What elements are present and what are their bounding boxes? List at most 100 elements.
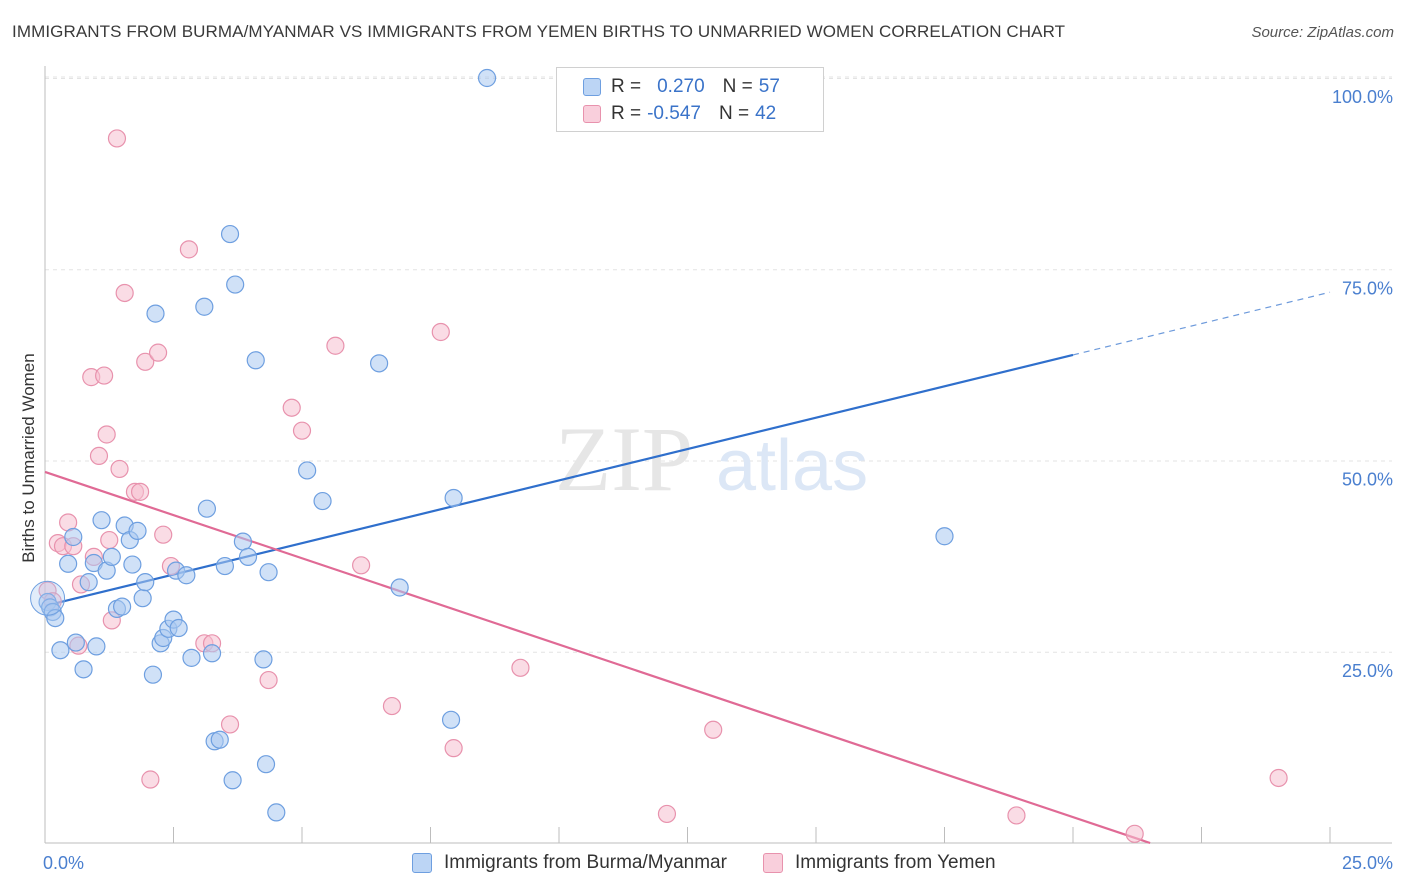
legend-n-value: 42 [755, 103, 777, 124]
burma-point [102, 547, 121, 566]
burma-point [477, 68, 497, 88]
burma-point [298, 461, 317, 480]
yemen-point [511, 658, 530, 677]
burma-point [112, 597, 132, 616]
legend-swatch-blue [583, 78, 601, 96]
burma-point [74, 660, 93, 679]
burma-point [267, 803, 286, 822]
burma-point [64, 527, 83, 547]
burma-point [259, 563, 278, 582]
yemen-point [100, 530, 119, 550]
burma-point [133, 589, 152, 608]
legend-n-label: N = [722, 76, 753, 97]
burma-point [79, 573, 98, 592]
series-legend: Immigrants from Burma/Myanmar Immigrants… [412, 852, 1032, 874]
yemen-point [444, 739, 463, 758]
yemen-point [97, 425, 116, 444]
burma-trend-line [44, 353, 1074, 607]
y-axis-label: Births to Unmarried Women [19, 353, 38, 562]
yemen-point [292, 421, 312, 440]
legend-r-value: -0.547 [647, 103, 701, 124]
burma-point [46, 608, 65, 628]
burma-point [182, 648, 201, 667]
yemen-point [352, 556, 371, 575]
burma-point [136, 573, 155, 592]
yemen-point [130, 482, 150, 501]
trend-lines [44, 291, 1331, 845]
burma-point [143, 665, 163, 684]
burma-point [238, 547, 258, 566]
legend-r-label: R = [611, 76, 642, 97]
yemen-point [382, 696, 402, 716]
gridlines [45, 76, 1392, 653]
yemen-point [1269, 768, 1288, 788]
x-tick-label: 0.0% [43, 853, 84, 873]
y-tick-label: 50.0% [1342, 470, 1393, 490]
yemen-point [95, 366, 114, 385]
burma-trend-extension [1072, 291, 1331, 356]
series-legend-yemen: Immigrants from Yemen [762, 852, 996, 874]
watermark-atlas: atlas [716, 426, 868, 506]
burma-point [215, 556, 234, 576]
burma-point [202, 644, 222, 663]
y-tick-label: 100.0% [1332, 87, 1393, 107]
burma-point [210, 730, 229, 749]
yemen-point [154, 525, 173, 544]
burma-point [256, 755, 276, 774]
axes [44, 66, 1392, 844]
series-swatch-blue [412, 853, 432, 873]
yemen-point [136, 352, 155, 371]
series-swatch-pink [762, 853, 783, 873]
yemen-point [89, 446, 109, 466]
yemen-point [115, 283, 134, 303]
legend-r-label: R = [611, 103, 642, 124]
burma-point [177, 566, 196, 585]
burma-point [66, 633, 85, 652]
y-tick-label: 75.0% [1342, 278, 1393, 298]
burma-point [169, 618, 188, 638]
burma-point [51, 641, 70, 660]
yemen-point [110, 459, 129, 479]
burma-point [220, 224, 240, 244]
burma-point [390, 578, 409, 597]
yemen-point [282, 398, 301, 417]
yemen-point [107, 129, 127, 148]
burma-point [195, 297, 214, 316]
burma-point [226, 275, 245, 294]
burma-point [313, 491, 332, 511]
watermark: ZIP atlas [555, 408, 868, 510]
data-points [30, 68, 1288, 843]
yemen-point [431, 322, 450, 342]
yemen-point [1125, 824, 1144, 843]
legend-swatch-pink [583, 105, 601, 123]
burma-point [441, 710, 461, 729]
yemen-point [326, 336, 345, 355]
burma-point [197, 499, 217, 518]
y-tick-label: 25.0% [1342, 661, 1393, 681]
legend-n-label: N = [718, 103, 750, 124]
correlation-legend: R = 0.270 N = 57 R = -0.547 N = 42 [556, 67, 824, 132]
burma-point [128, 521, 147, 540]
burma-point [92, 511, 111, 530]
tick-labels: 25.0% 50.0% 75.0% 100.0% 0.0% 25.0% [43, 87, 1393, 873]
yemen-point [220, 715, 240, 734]
burma-point [59, 554, 78, 573]
burma-point [370, 354, 389, 373]
chart-title: IMMIGRANTS FROM BURMA/MYANMAR VS IMMIGRA… [12, 22, 1066, 41]
legend-row-burma: R = 0.270 N = 57 [583, 75, 780, 99]
yemen-point [148, 343, 168, 362]
yemen-point [657, 804, 677, 824]
yemen-point [179, 240, 199, 259]
burma-point [254, 650, 273, 669]
yemen-point [259, 670, 278, 690]
burma-point [146, 304, 165, 323]
source-label: Source: ZipAtlas.com [1251, 24, 1394, 41]
burma-point [223, 771, 242, 790]
watermark-zip: ZIP [555, 408, 693, 510]
burma-point [123, 555, 142, 574]
yemen-point [704, 720, 723, 739]
yemen-trend-line [44, 470, 1151, 845]
legend-n-value: 57 [758, 76, 780, 97]
series-legend-burma: Immigrants from Burma/Myanmar [412, 852, 727, 874]
